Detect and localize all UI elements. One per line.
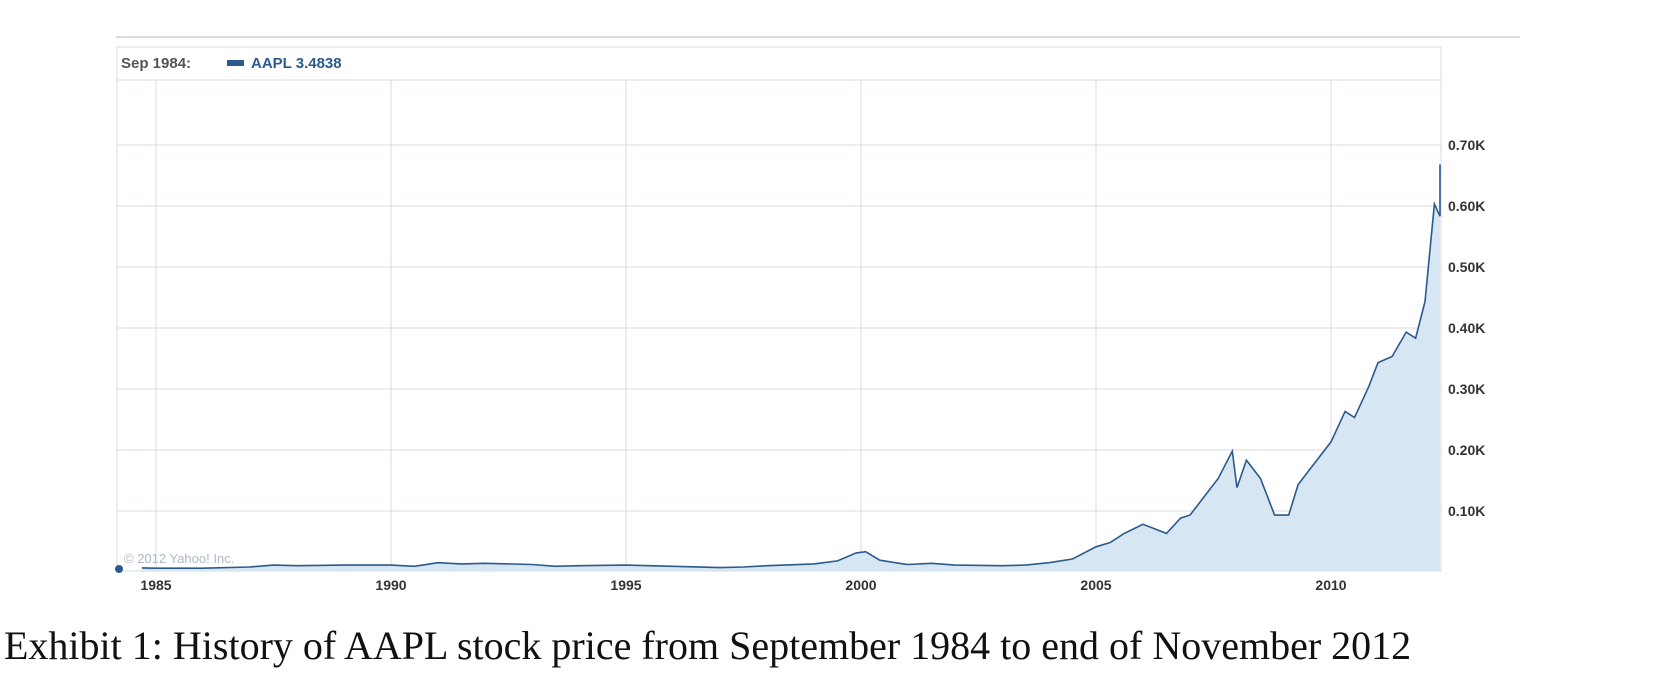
- x-tick-label: 1985: [140, 577, 171, 593]
- x-tick-label: 1995: [610, 577, 641, 593]
- horizontal-gridlines: [117, 144, 1441, 512]
- price-line: [141, 164, 1441, 569]
- legend-series-label: AAPL 3.4838: [251, 55, 342, 72]
- start-marker: [115, 565, 123, 573]
- y-tick-label: 0.50K: [1448, 259, 1485, 275]
- x-tick-label: 2000: [845, 577, 876, 593]
- y-tick-label: 0.30K: [1448, 381, 1485, 397]
- vertical-gridlines: [155, 80, 1332, 571]
- x-tick-label: 2005: [1080, 577, 1111, 593]
- legend-swatch: [227, 60, 244, 66]
- legend-date: Sep 1984:: [121, 55, 191, 72]
- y-tick-label: 0.70K: [1448, 137, 1485, 153]
- price-area-fill: [141, 164, 1440, 571]
- y-tick-label: 0.10K: [1448, 503, 1485, 519]
- x-tick-label: 2010: [1315, 577, 1346, 593]
- copyright-text: © 2012 Yahoo! Inc.: [124, 551, 234, 566]
- figure-caption: Exhibit 1: History of AAPL stock price f…: [4, 623, 1412, 668]
- x-tick-label: 1990: [375, 577, 406, 593]
- y-axis-ticks: 0.10K 0.20K 0.30K 0.40K 0.50K 0.60K 0.70K: [1448, 137, 1485, 519]
- y-tick-label: 0.40K: [1448, 320, 1485, 336]
- y-tick-label: 0.20K: [1448, 442, 1485, 458]
- y-tick-label: 0.60K: [1448, 198, 1485, 214]
- stock-chart: 1985 1990 1995 2000 2005 2010 0.10K 0.20K 0.30K…: [115, 36, 1520, 593]
- x-axis-ticks: 1985 1990 1995 2000 2005 2010: [140, 577, 1346, 593]
